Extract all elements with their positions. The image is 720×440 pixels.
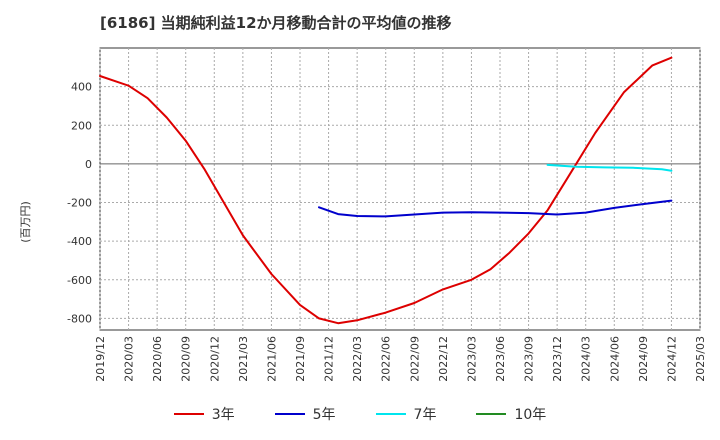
x-tick-label: 2021/06 [265, 336, 278, 382]
x-tick-label: 2024/09 [637, 336, 650, 382]
x-tick-label: 2024/06 [608, 336, 621, 382]
x-tick-label: 2023/12 [551, 336, 564, 382]
x-tick-label: 2023/03 [465, 336, 478, 382]
series-line-3年 [99, 56, 673, 325]
legend-label: 10年 [514, 407, 547, 423]
x-tick-label: 2024/12 [665, 336, 678, 382]
legend-label: 5年 [312, 407, 336, 423]
legend-item: 7年 [375, 404, 437, 424]
x-tick-label: 2025/03 [694, 336, 707, 382]
x-tick-label: 2021/09 [294, 336, 307, 382]
x-tick-label: 2022/12 [437, 336, 450, 382]
legend-swatch [375, 413, 406, 415]
x-tick-label: 2020/12 [208, 336, 221, 382]
y-tick-label: 200 [71, 119, 92, 132]
x-tick-label: 2022/06 [380, 336, 393, 382]
x-tick-label: 2020/06 [151, 336, 164, 382]
legend-swatch [476, 413, 507, 415]
y-tick-label: 0 [85, 158, 92, 171]
x-tick-label: 2020/09 [180, 336, 193, 382]
legend-item: 5年 [274, 404, 336, 424]
legend-swatch [274, 413, 305, 415]
y-tick-label: -400 [67, 235, 92, 248]
x-tick-label: 2023/09 [523, 336, 536, 382]
legend-swatch [173, 413, 204, 415]
y-tick-label: 400 [71, 81, 92, 94]
x-tick-label: 2021/03 [237, 336, 250, 382]
legend-label: 3年 [211, 407, 235, 423]
y-tick-label: -800 [67, 312, 92, 325]
series-line-5年 [318, 199, 673, 218]
x-tick-label: 2024/03 [580, 336, 593, 382]
y-tick-label: -600 [67, 274, 92, 287]
x-tick-label: 2023/06 [494, 336, 507, 382]
legend: 3年 5年 7年 10年 [0, 404, 720, 424]
x-tick-label: 2022/09 [408, 336, 421, 382]
x-tick-label: 2019/12 [94, 336, 107, 382]
legend-item: 10年 [476, 404, 546, 424]
series-line-7年 [546, 163, 673, 172]
legend-label: 7年 [413, 407, 437, 423]
plot-area [99, 47, 701, 331]
y-tick-label: -200 [67, 197, 92, 210]
x-tick-label: 2022/03 [351, 336, 364, 382]
legend-item: 3年 [173, 404, 235, 424]
x-tick-label: 2021/12 [323, 336, 336, 382]
x-tick-label: 2020/03 [123, 336, 136, 382]
chart-title: [6186] 当期純利益12か月移動合計の平均値の推移 [100, 14, 452, 32]
